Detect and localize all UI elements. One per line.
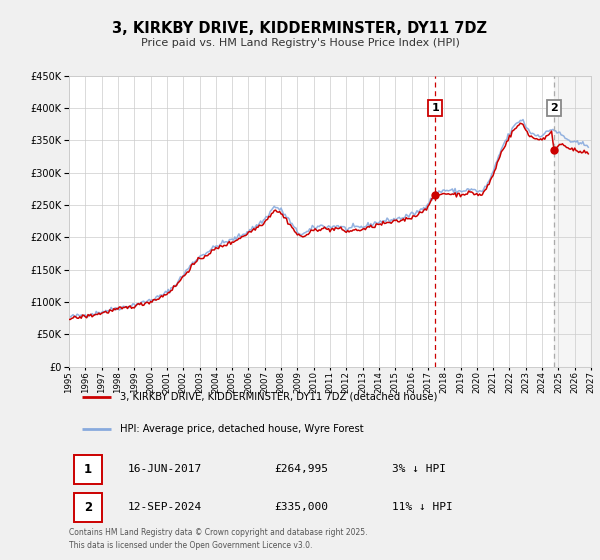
Text: Contains HM Land Registry data © Crown copyright and database right 2025.
This d: Contains HM Land Registry data © Crown c… <box>69 529 367 550</box>
Text: 3, KIRKBY DRIVE, KIDDERMINSTER, DY11 7DZ: 3, KIRKBY DRIVE, KIDDERMINSTER, DY11 7DZ <box>113 21 487 36</box>
Text: 3% ↓ HPI: 3% ↓ HPI <box>392 464 446 474</box>
Text: 16-JUN-2017: 16-JUN-2017 <box>128 464 202 474</box>
Text: 11% ↓ HPI: 11% ↓ HPI <box>392 502 453 512</box>
Text: 1: 1 <box>84 463 92 476</box>
Text: HPI: Average price, detached house, Wyre Forest: HPI: Average price, detached house, Wyre… <box>120 424 364 434</box>
Bar <box>554 76 591 367</box>
Text: £264,995: £264,995 <box>274 464 328 474</box>
Text: £335,000: £335,000 <box>274 502 328 512</box>
Text: 1: 1 <box>431 103 439 113</box>
Text: 2: 2 <box>550 103 557 113</box>
Text: 12-SEP-2024: 12-SEP-2024 <box>128 502 202 512</box>
Text: 3, KIRKBY DRIVE, KIDDERMINSTER, DY11 7DZ (detached house): 3, KIRKBY DRIVE, KIDDERMINSTER, DY11 7DZ… <box>120 392 437 402</box>
FancyBboxPatch shape <box>74 455 103 484</box>
FancyBboxPatch shape <box>74 493 103 522</box>
Text: Price paid vs. HM Land Registry's House Price Index (HPI): Price paid vs. HM Land Registry's House … <box>140 38 460 48</box>
Text: 2: 2 <box>84 501 92 514</box>
